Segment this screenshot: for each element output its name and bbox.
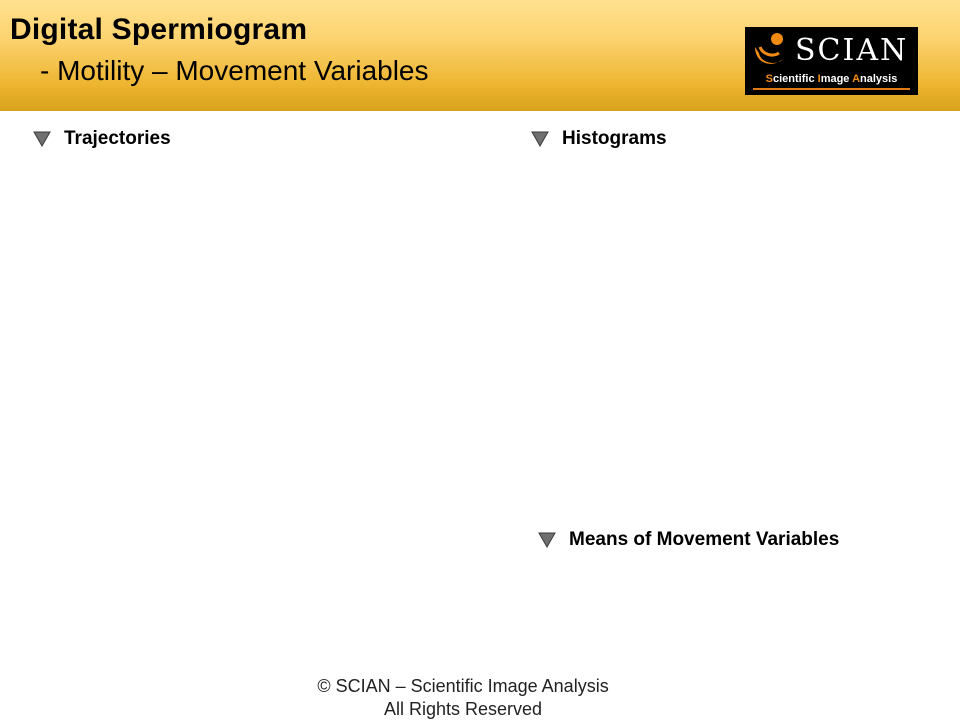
- scian-logo: SCIAN Scientific Image Analysis: [745, 27, 918, 95]
- section-trajectories-label: Trajectories: [64, 128, 171, 149]
- section-histograms[interactable]: Histograms: [531, 128, 667, 150]
- logo-tagline-s: S: [765, 73, 773, 85]
- section-trajectories[interactable]: Trajectories: [33, 128, 171, 150]
- footer-copyright: © SCIAN – Scientific Image Analysis: [317, 676, 609, 696]
- triangle-down-icon[interactable]: [33, 131, 51, 147]
- logo-tagline: Scientific Image Analysis: [745, 72, 918, 86]
- page-subtitle: - Motility – Movement Variables: [40, 55, 429, 86]
- footer: © SCIAN – Scientific Image Analysis All …: [0, 675, 926, 720]
- triangle-down-icon[interactable]: [538, 532, 556, 548]
- section-means-label: Means of Movement Variables: [569, 529, 840, 550]
- page-title: Digital Spermiogram: [10, 13, 308, 46]
- logo-tagline-nalysis: nalysis: [860, 73, 898, 85]
- footer-rights: All Rights Reserved: [383, 699, 543, 719]
- logo-tagline-mage: mage: [820, 73, 853, 85]
- section-means[interactable]: Means of Movement Variables: [538, 529, 839, 551]
- header-banner: Digital Spermiogram - Motility – Movemen…: [0, 0, 960, 111]
- logo-tagline-a: A: [852, 73, 861, 85]
- logo-underline: [753, 88, 910, 90]
- triangle-down-icon[interactable]: [531, 131, 549, 147]
- logo-wordmark: SCIAN: [795, 33, 909, 68]
- logo-tagline-cientific: cientific: [773, 73, 818, 85]
- scian-logo-icon: [755, 33, 783, 64]
- section-histograms-label: Histograms: [562, 128, 667, 149]
- logo-tagline-i: I: [817, 73, 821, 85]
